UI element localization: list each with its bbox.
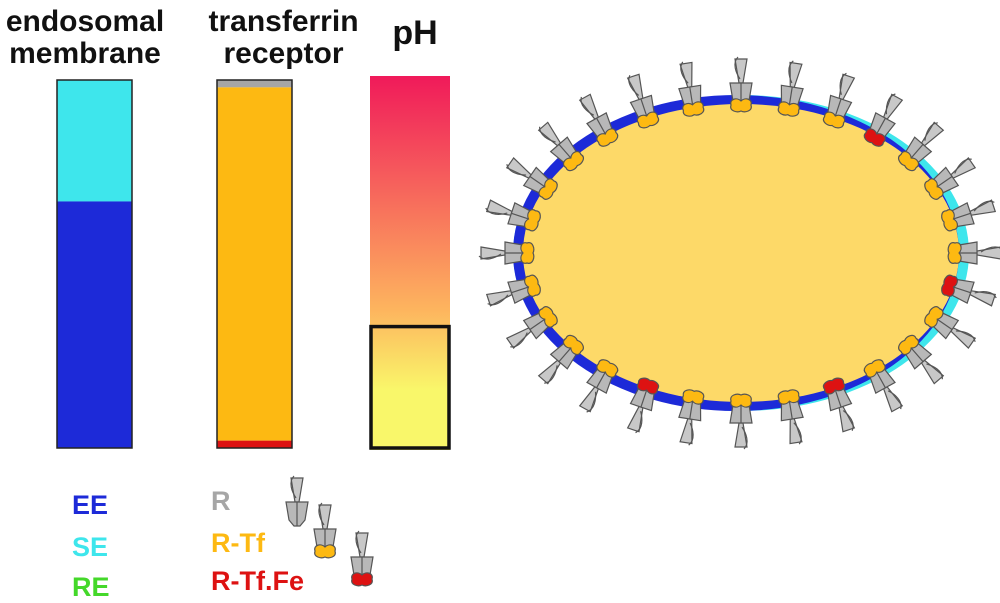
ph-bar <box>369 76 451 450</box>
endosome-receptor <box>924 306 981 354</box>
endosome-lumen <box>523 104 959 402</box>
iron-loaded-transferrin <box>636 377 660 395</box>
transferrin <box>924 306 944 328</box>
transferrin <box>863 359 886 378</box>
endosome-receptor <box>822 377 861 436</box>
legend-re: RE <box>72 572 110 602</box>
transferrin <box>562 334 584 356</box>
endosome-receptor <box>501 152 558 200</box>
receptor-transferrin-iron-icon <box>350 530 374 587</box>
endosome-receptor <box>533 334 584 390</box>
endosome-receptor <box>941 274 1000 312</box>
transferrin <box>730 98 752 113</box>
endosome-receptor <box>621 377 660 436</box>
transferrin <box>562 150 584 172</box>
iron-loaded-transferrin <box>822 377 846 395</box>
transferrin <box>730 393 752 408</box>
legend-se: SE <box>72 532 109 562</box>
endosome-receptor <box>621 70 660 129</box>
transferrin <box>596 359 619 378</box>
endosome-receptor <box>941 194 1000 232</box>
receptor-bar-rtffe-segment <box>217 440 292 448</box>
endosome-receptor <box>501 306 558 354</box>
transferrin <box>538 178 558 200</box>
iron-loaded-transferrin <box>941 274 959 297</box>
endosome-receptor <box>947 241 1000 265</box>
transferrin-receptor-title: transferrin receptor <box>208 5 359 70</box>
legend-r-tf-fe: R-Tf.Fe <box>211 566 304 596</box>
iron-loaded-transferrin <box>863 128 886 147</box>
receptor-legend-icons <box>285 475 374 587</box>
receptor-transferrin-icon <box>313 502 337 559</box>
legend-r-tf: R-Tf <box>211 528 265 558</box>
endosomal-membrane-title: endosomal membrane <box>5 5 165 70</box>
receptor-bar <box>216 79 293 449</box>
transferrin <box>538 306 558 328</box>
transferrin <box>924 178 944 200</box>
endosome <box>478 56 1000 450</box>
endosome-receptor <box>924 152 981 200</box>
ph-title: pH <box>392 14 438 52</box>
transferrin <box>777 389 800 405</box>
endosome-receptor <box>573 359 619 417</box>
legend-r: R <box>211 486 231 516</box>
transferrin <box>822 111 846 129</box>
receptor-bar-outline <box>216 79 293 449</box>
legend-ee: EE <box>72 490 109 520</box>
transferrin <box>898 150 920 172</box>
transferrin <box>947 242 962 264</box>
transferrin <box>777 101 800 117</box>
transferrin <box>941 209 959 232</box>
endosome-receptor <box>898 116 949 172</box>
endosome-receptor <box>863 89 909 147</box>
endosome-receptor <box>863 359 909 417</box>
endosome-receptor <box>573 89 619 147</box>
endosome-receptor <box>729 56 753 113</box>
transferrin <box>636 111 660 129</box>
membrane-bar <box>56 79 133 449</box>
endosome-receptor <box>482 194 541 232</box>
ph-selected-range-box <box>369 324 451 450</box>
membrane-bar-ee-segment <box>57 201 132 448</box>
endosome-receptor <box>822 70 861 129</box>
endosome-receptor <box>729 393 753 450</box>
endosome-receptor <box>674 59 705 117</box>
transferrin <box>898 334 920 356</box>
endosome-receptors <box>478 56 1000 450</box>
transferrin <box>682 389 705 405</box>
endosome-receptor <box>898 334 949 390</box>
endosome-receptor <box>478 241 535 265</box>
transferrin <box>523 274 541 297</box>
endosome-receptor <box>777 389 808 447</box>
endosome-receptor <box>674 389 705 447</box>
endosome-receptor <box>777 59 808 117</box>
receptor-icon <box>285 475 309 527</box>
transferrin <box>520 242 535 264</box>
membrane-bar-outline <box>56 79 133 449</box>
receptor-bar-rtf-segment <box>217 87 292 441</box>
transferrin <box>682 101 705 117</box>
transferrin <box>596 128 619 147</box>
ph-gradient-bar <box>370 76 450 450</box>
transferrin <box>523 209 541 232</box>
endosome-receptor <box>533 116 584 172</box>
membrane-bar-se-segment <box>57 80 132 202</box>
receptor-bar-r-segment <box>217 80 292 88</box>
endosome-receptor <box>482 274 541 312</box>
